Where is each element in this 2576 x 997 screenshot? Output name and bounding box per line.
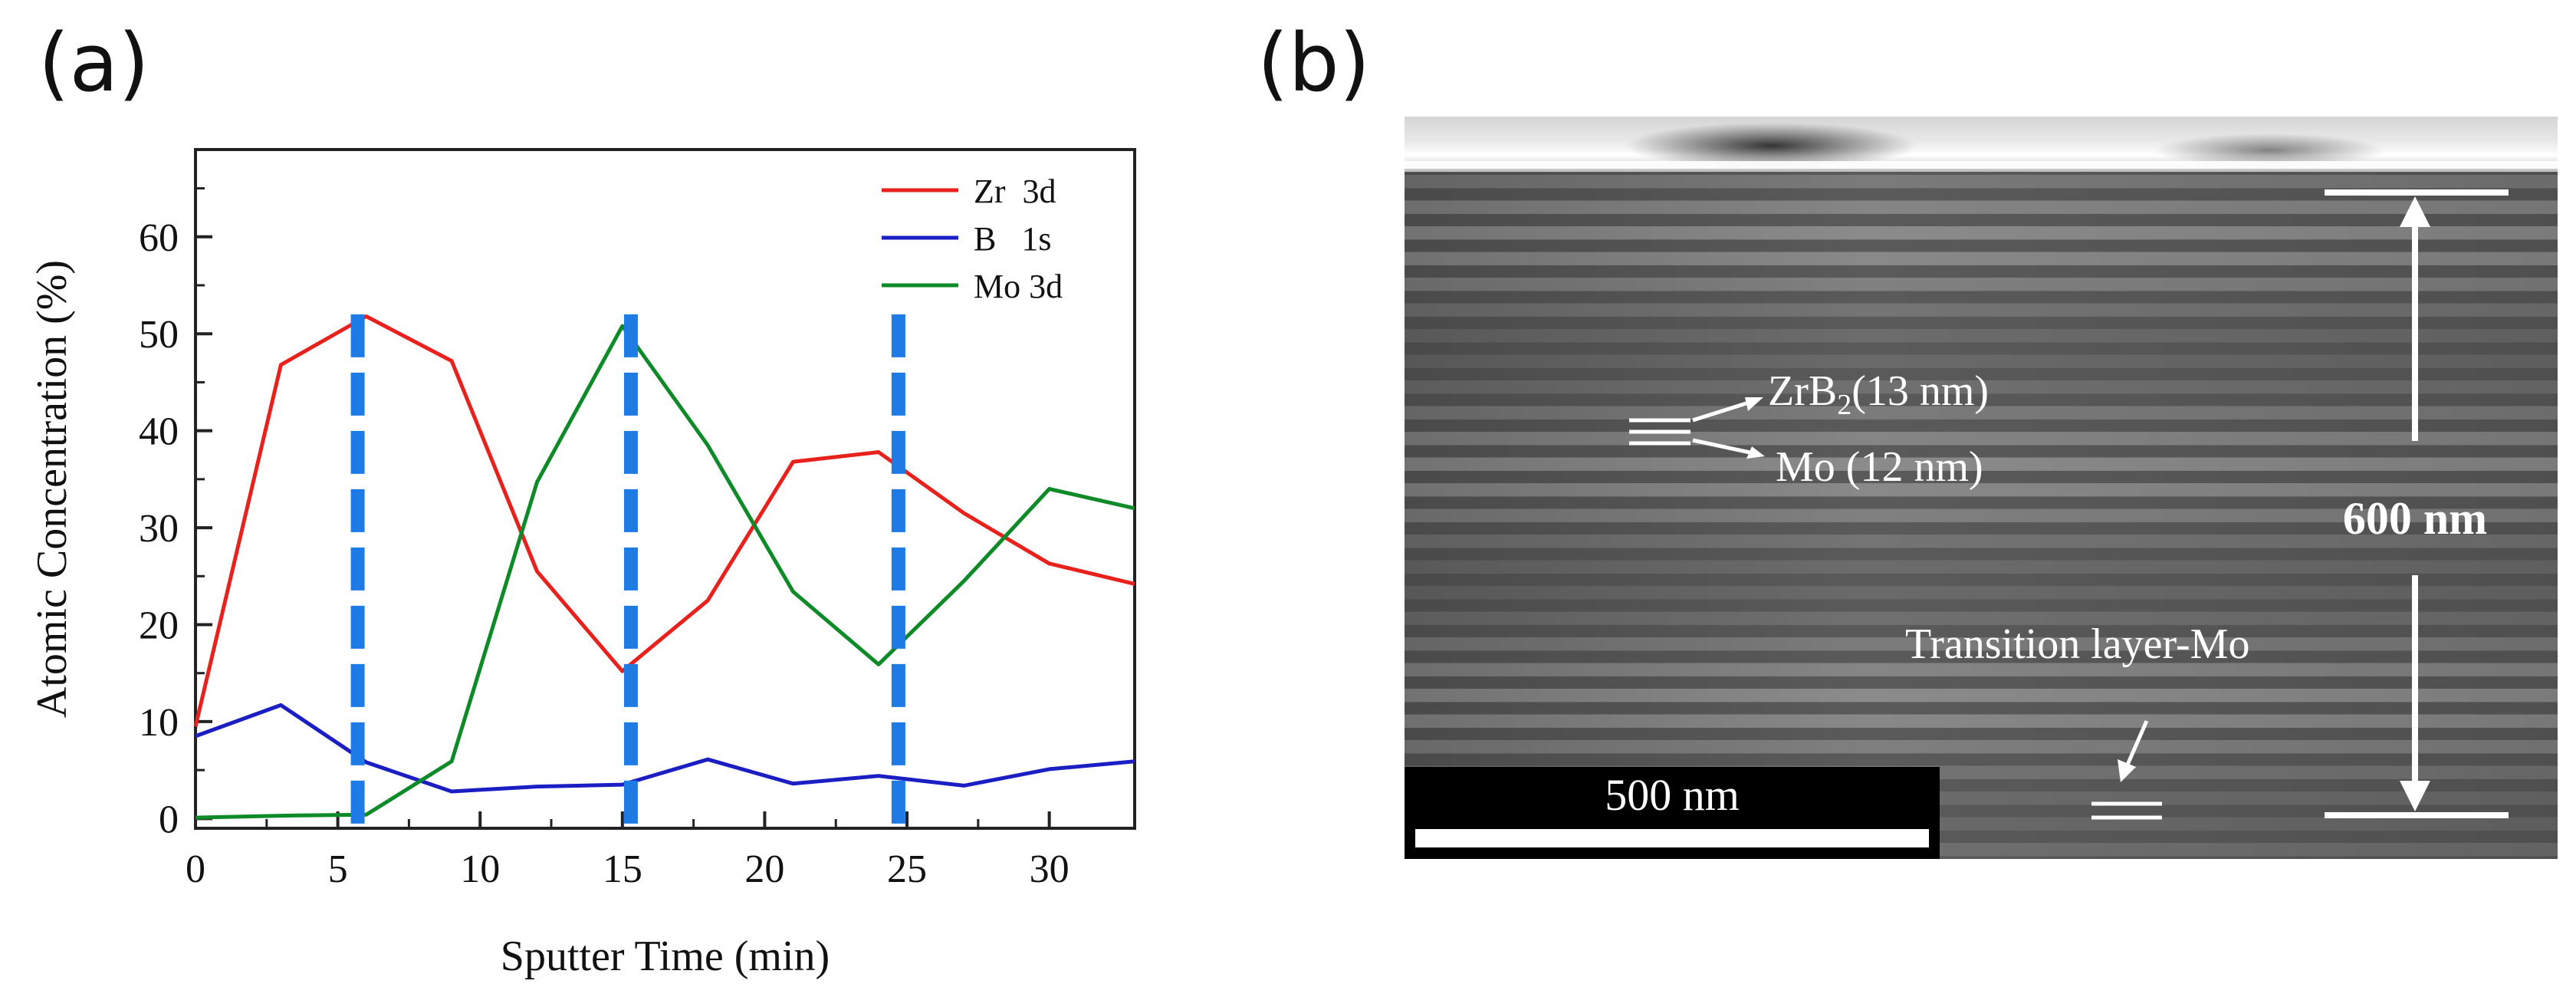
y-tick-label: 0 bbox=[159, 798, 179, 841]
y-axis-label: Atomic Concentration (%) bbox=[28, 260, 76, 718]
layer-stripe bbox=[1405, 380, 2558, 394]
series-line-b-1s bbox=[195, 703, 1135, 794]
layer-stripe bbox=[1405, 226, 2558, 240]
y-tick-label: 50 bbox=[139, 313, 179, 357]
x-tick-label: 20 bbox=[744, 847, 784, 891]
x-tick-label: 25 bbox=[887, 847, 927, 891]
total-thickness-label: 600 nm bbox=[2343, 493, 2487, 544]
layer-stripe bbox=[1405, 817, 2558, 831]
y-tick-label: 30 bbox=[139, 507, 179, 551]
layer-stripe bbox=[1405, 535, 2558, 548]
y-tick-label: 10 bbox=[139, 701, 179, 745]
micrograph-image bbox=[1405, 117, 2558, 859]
y-tick-label: 20 bbox=[139, 604, 179, 648]
layer-stripe bbox=[1405, 611, 2558, 625]
layer-stripe bbox=[1405, 740, 2558, 754]
layer-stripe bbox=[1405, 252, 2558, 265]
layer-stripe bbox=[1405, 791, 2558, 805]
y-tick-label: 40 bbox=[139, 410, 179, 454]
series-line-zr-3d bbox=[193, 314, 1135, 727]
layer-stripe bbox=[1405, 278, 2558, 291]
layer-stripe bbox=[1405, 508, 2558, 522]
y-tick-label: 60 bbox=[139, 216, 179, 260]
layer-stripe bbox=[1405, 483, 2558, 497]
x-tick-label: 30 bbox=[1030, 847, 1070, 891]
scale-bar bbox=[1415, 829, 1929, 847]
thickness-dimension bbox=[2325, 189, 2509, 818]
x-tick-label: 15 bbox=[603, 847, 642, 891]
layer-stripe bbox=[1405, 457, 2558, 471]
layer-stripe bbox=[1405, 406, 2558, 420]
arrowhead-transition bbox=[2118, 759, 2136, 782]
legend-label: B 1s bbox=[974, 220, 1051, 258]
arrowhead-zrb2 bbox=[1745, 397, 1763, 411]
x-tick-label: 0 bbox=[186, 847, 205, 891]
x-tick-label: 10 bbox=[460, 847, 500, 891]
layer-stripe bbox=[1405, 843, 2558, 857]
layer-stripe bbox=[1405, 432, 2558, 446]
mo-label: Mo (12 nm) bbox=[1776, 443, 1983, 491]
panel-a-chart: (a) 0 5 10 15 20 25 30 0 10 20 30 40 50 60 Sputter Tim… bbox=[28, 16, 1136, 980]
x-tick-label: 5 bbox=[328, 847, 348, 891]
layer-stripe bbox=[1405, 765, 2558, 779]
layer-stripe bbox=[1405, 175, 2558, 189]
layer-stripe bbox=[1405, 560, 2558, 574]
arrowhead-down bbox=[2400, 781, 2430, 811]
legend-label: Zr 3d bbox=[974, 173, 1056, 210]
layer-stripe bbox=[1405, 714, 2558, 728]
scale-bar-label: 500 nm bbox=[1605, 770, 1740, 820]
panel-b-label: (b) bbox=[1257, 16, 1370, 110]
layer-stripe bbox=[1405, 354, 2558, 368]
layer-stripe bbox=[1405, 200, 2558, 214]
multilayer-marker bbox=[1629, 398, 1758, 456]
legend-label: Mo 3d bbox=[974, 268, 1063, 305]
layer-stripe bbox=[1405, 586, 2558, 600]
layer-stripe bbox=[1405, 303, 2558, 317]
layer-stripe bbox=[1405, 689, 2558, 703]
plot-frame bbox=[194, 148, 1136, 830]
arrowhead-up bbox=[2400, 196, 2430, 227]
layer-stripe bbox=[1405, 637, 2558, 651]
x-axis-label: Sputter Time (min) bbox=[501, 933, 830, 980]
layer-stripe bbox=[1405, 663, 2558, 676]
transition-layer-label: Transition layer-Mo bbox=[1905, 620, 2249, 668]
panel-a-label: (a) bbox=[38, 16, 150, 110]
zrb2-label: ZrB2(13 nm) bbox=[1768, 367, 1989, 421]
transition-marker bbox=[2091, 719, 2162, 820]
scale-bar-box bbox=[1405, 767, 1940, 859]
layer-stripe bbox=[1405, 329, 2558, 343]
arrowhead-mo bbox=[1746, 446, 1765, 459]
